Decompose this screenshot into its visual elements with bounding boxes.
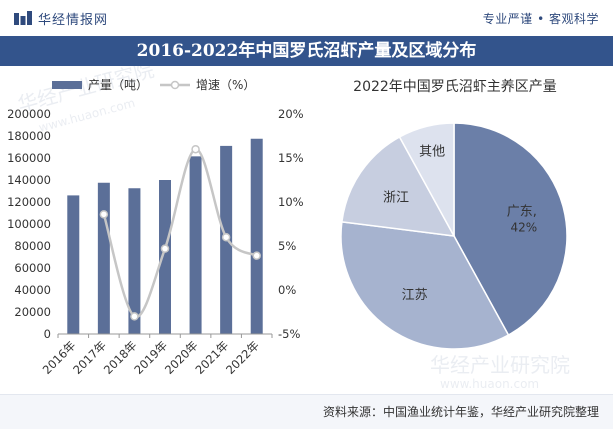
growth-point (191, 144, 200, 154)
left-axis-tick: 140000 (7, 173, 51, 187)
left-axis-tick: 20000 (14, 305, 51, 319)
growth-point (130, 312, 139, 321)
x-axis-tick: 2016年 (40, 338, 79, 377)
x-axis-tick: 2017年 (70, 338, 109, 377)
pie-slice (341, 135, 456, 237)
right-axis-tick: 20% (278, 107, 304, 121)
brand-name: 华经情报网 (38, 13, 109, 28)
pie-slice (453, 122, 568, 337)
growth-point (160, 244, 170, 253)
left-axis-tick: 100000 (7, 217, 51, 231)
right-axis-tick: 10% (278, 195, 304, 209)
growth-point (221, 232, 231, 242)
source-note: 资料来源：中国渔业统计年鉴，华经产业研究院整理 (322, 405, 599, 419)
x-axis-tick: 2022年 (223, 338, 262, 377)
growth-line (102, 147, 258, 318)
slogan: 专业严谨 • 客观科学 (482, 12, 599, 26)
right-axis-tick: -5% (278, 327, 300, 341)
right-axis-tick: 15% (278, 151, 304, 165)
bar (189, 156, 202, 334)
pie-slice (398, 122, 455, 237)
pie-label: 其他 (419, 145, 445, 160)
pie-label: 江苏 (402, 287, 428, 303)
left-axis-tick: 120000 (7, 195, 51, 209)
charts-svg: 华经产业研究院 www.huaon.com 华经产业研究院 www.huaon.… (7, 57, 570, 391)
chart-area: 华经产业研究院 www.huaon.com 华经产业研究院 www.huaon.… (0, 57, 613, 394)
watermark-text: 华经产业研究院 (430, 353, 570, 377)
left-axis-tick: 0 (44, 327, 51, 341)
growth-point (99, 210, 109, 219)
left-axis-tick: 60000 (14, 261, 51, 275)
x-axis-tick: 2019年 (131, 338, 170, 377)
growth-point (252, 251, 261, 260)
title-bar: 2016-2022年中国罗氏沼虾产量及区域分布 (0, 36, 613, 66)
left-axis-tick: 180000 (7, 129, 51, 143)
legend-bar-label: 产量（吨） (88, 78, 148, 92)
x-axis-tick: 2018年 (101, 338, 140, 377)
watermark-url: www.huaon.com (440, 377, 539, 391)
legend-line-marker (170, 80, 180, 90)
left-axis-tick: 200000 (7, 107, 51, 121)
bar (128, 188, 141, 334)
bar (250, 138, 263, 334)
logo-icon (14, 10, 32, 25)
bar (159, 180, 171, 334)
right-axis-tick: 0% (278, 283, 296, 297)
x-axis-tick: 2020年 (162, 338, 201, 377)
x-axis-tick: 2021年 (193, 338, 232, 377)
left-axis-tick: 160000 (7, 151, 51, 165)
pie-title: 2022年中国罗氏沼虾主养区产量 (353, 79, 557, 95)
legend-bar-swatch (52, 81, 82, 89)
bar (97, 182, 110, 334)
legend-line-label: 增速（%） (196, 78, 255, 92)
brand: 华经情报网 (14, 9, 108, 28)
top-bar: 华经情报网 专业严谨 • 客观科学 (0, 0, 613, 36)
footer: 资料来源：中国渔业统计年鉴，华经产业研究院整理 (0, 394, 613, 429)
right-axis-tick: 5% (278, 239, 296, 253)
pie-data-label: 42% (511, 221, 538, 235)
left-axis-tick: 80000 (14, 239, 51, 253)
pie-label: 浙江 (383, 191, 409, 206)
page-title: 2016-2022年中国罗氏沼虾产量及区域分布 (136, 41, 477, 61)
pie-slice (340, 220, 510, 350)
pie-label: 广东, (507, 205, 537, 220)
left-axis-tick: 40000 (14, 283, 51, 297)
bar (67, 195, 80, 334)
